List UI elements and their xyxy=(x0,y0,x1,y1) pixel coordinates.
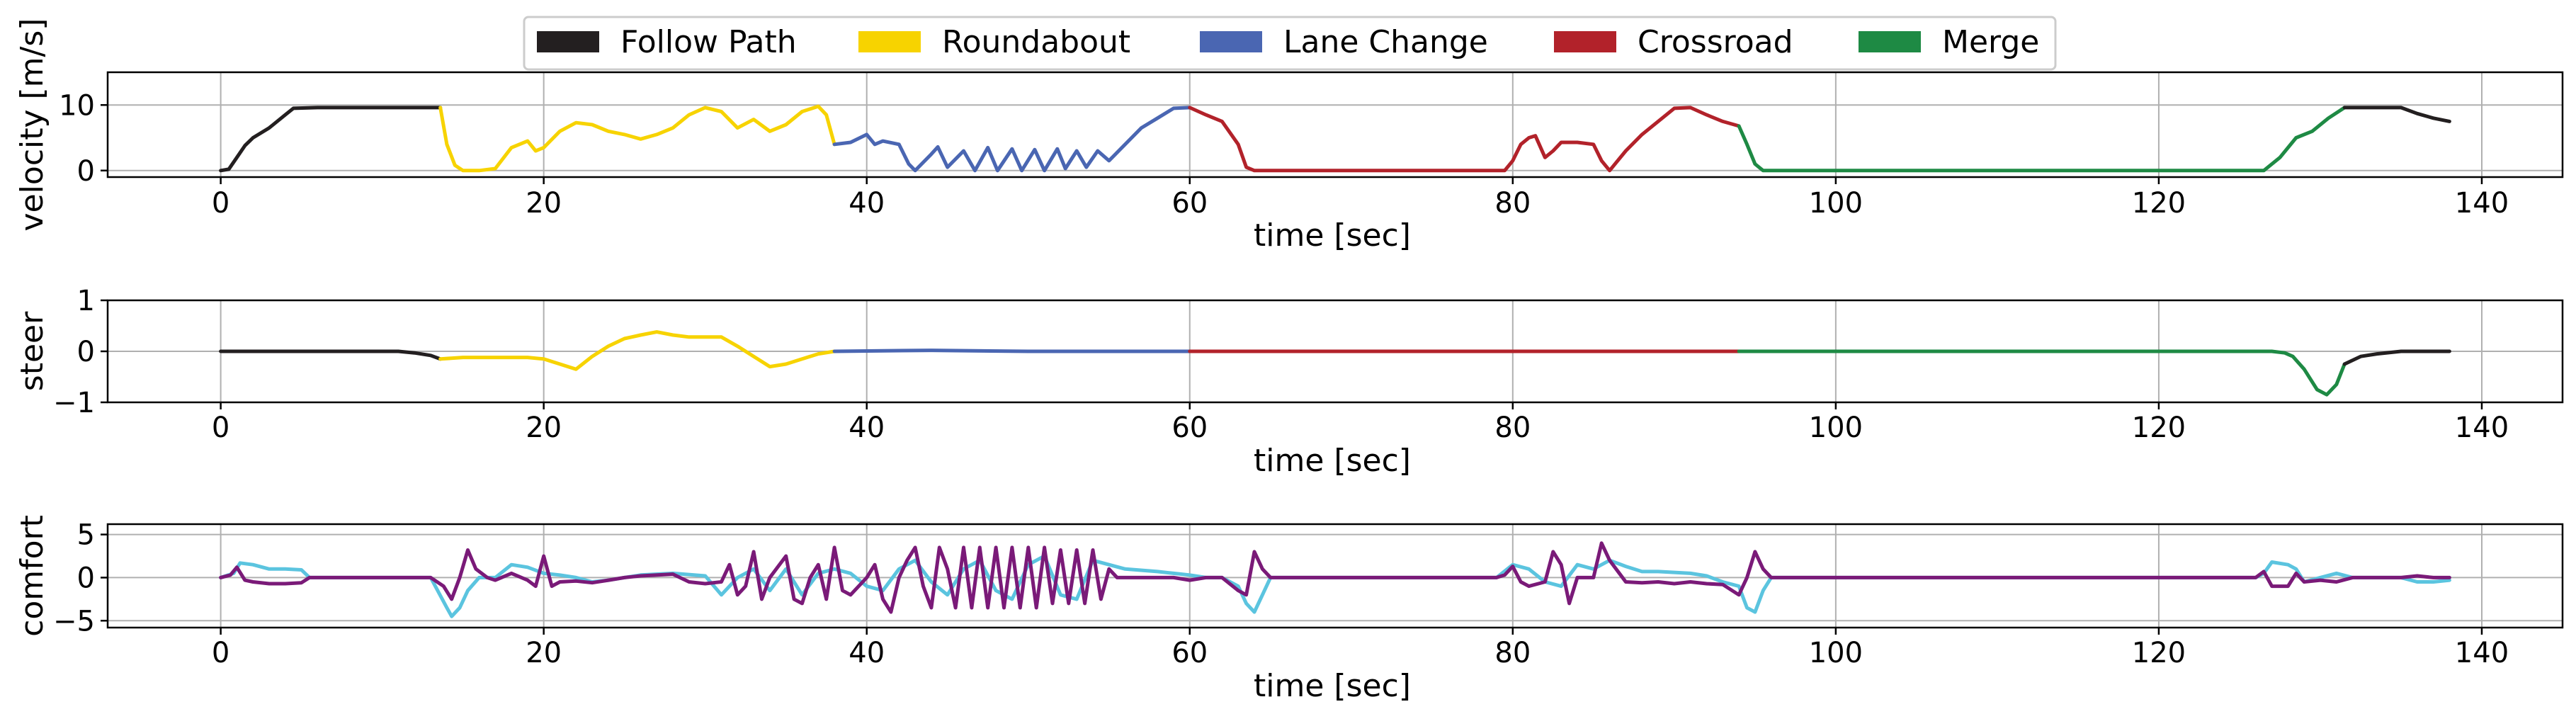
x-axis-label: time [sec] xyxy=(1254,217,1411,254)
y-tick-label: 0 xyxy=(77,155,95,188)
x-tick-label: 20 xyxy=(526,637,562,669)
x-tick-label: 80 xyxy=(1494,412,1531,444)
x-tick-label: 140 xyxy=(2455,412,2509,444)
x-tick-label: 0 xyxy=(212,637,229,669)
legend-swatch xyxy=(858,31,921,52)
x-tick-label: 60 xyxy=(1171,187,1208,220)
y-tick-label: 1 xyxy=(77,285,95,317)
series-line xyxy=(438,104,836,173)
x-tick-label: 100 xyxy=(1809,412,1863,444)
y-tick-label: 5 xyxy=(77,519,95,552)
legend-label: Merge xyxy=(1942,24,2039,60)
steer-panel: 0 20 40 60 80 100 120 140 −1 0 1 time [sec] steer xyxy=(14,285,2564,479)
y-axis-label: steer xyxy=(14,311,50,391)
legend-frame xyxy=(523,16,2057,71)
legend-swatch xyxy=(537,31,599,52)
legend-label: Crossroad xyxy=(1638,24,1793,60)
y-axis-label: velocity [m/s] xyxy=(14,18,50,232)
legend-swatch xyxy=(1859,31,1921,52)
x-tick-label: 120 xyxy=(2132,412,2186,444)
x-tick-label: 0 xyxy=(212,187,229,220)
x-tick-label: 120 xyxy=(2132,187,2186,220)
legend-label: Roundabout xyxy=(942,24,1130,60)
y-tick-label: −5 xyxy=(53,605,95,638)
x-tick-label: 40 xyxy=(849,187,885,220)
y-tick-label: 10 xyxy=(59,89,95,122)
series-line xyxy=(832,106,1192,173)
x-tick-label: 100 xyxy=(1809,637,1863,669)
x-tick-label: 20 xyxy=(526,412,562,444)
x-tick-label: 80 xyxy=(1494,187,1531,220)
x-tick-label: 40 xyxy=(849,637,885,669)
x-tick-label: 40 xyxy=(849,412,885,444)
velocity-panel: 0 20 40 60 80 100 120 140 0 10 time [sec] velocity … xyxy=(14,18,2564,254)
series-line xyxy=(1737,349,2347,397)
x-tick-label: 60 xyxy=(1171,637,1208,669)
series-line xyxy=(2342,349,2451,366)
plot-frame xyxy=(106,523,2564,629)
series-line xyxy=(219,349,443,361)
legend: Follow Path Roundabout Lane Change Crossroa… xyxy=(523,16,2057,71)
comfort-panel: 0 20 40 60 80 100 120 140 −5 0 5 time [sec] comfort xyxy=(14,515,2564,704)
x-tick-label: 100 xyxy=(1809,187,1863,220)
plot-frame xyxy=(106,71,2564,178)
y-tick-label: −1 xyxy=(53,387,95,419)
x-tick-label: 20 xyxy=(526,187,562,220)
series-line xyxy=(438,330,836,371)
x-tick-label: 0 xyxy=(212,412,229,444)
legend-swatch xyxy=(1554,31,1616,52)
y-tick-label: 0 xyxy=(77,336,95,368)
x-axis-label: time [sec] xyxy=(1254,668,1411,704)
series-line xyxy=(219,554,2451,618)
y-tick-label: 0 xyxy=(77,562,95,594)
x-tick-label: 80 xyxy=(1494,637,1531,669)
legend-label: Lane Change xyxy=(1283,24,1488,60)
legend-label: Follow Path xyxy=(620,24,797,60)
x-tick-label: 140 xyxy=(2455,187,2509,220)
series-line xyxy=(1737,106,2347,173)
x-tick-label: 60 xyxy=(1171,412,1208,444)
series-line xyxy=(219,541,2451,614)
legend-swatch xyxy=(1200,31,1262,52)
series-line xyxy=(1188,106,1741,173)
x-tick-label: 140 xyxy=(2455,637,2509,669)
series-line xyxy=(2342,106,2451,123)
series-line xyxy=(219,106,443,173)
y-axis-label: comfort xyxy=(14,515,50,637)
x-axis-label: time [sec] xyxy=(1254,443,1411,479)
x-tick-label: 120 xyxy=(2132,637,2186,669)
